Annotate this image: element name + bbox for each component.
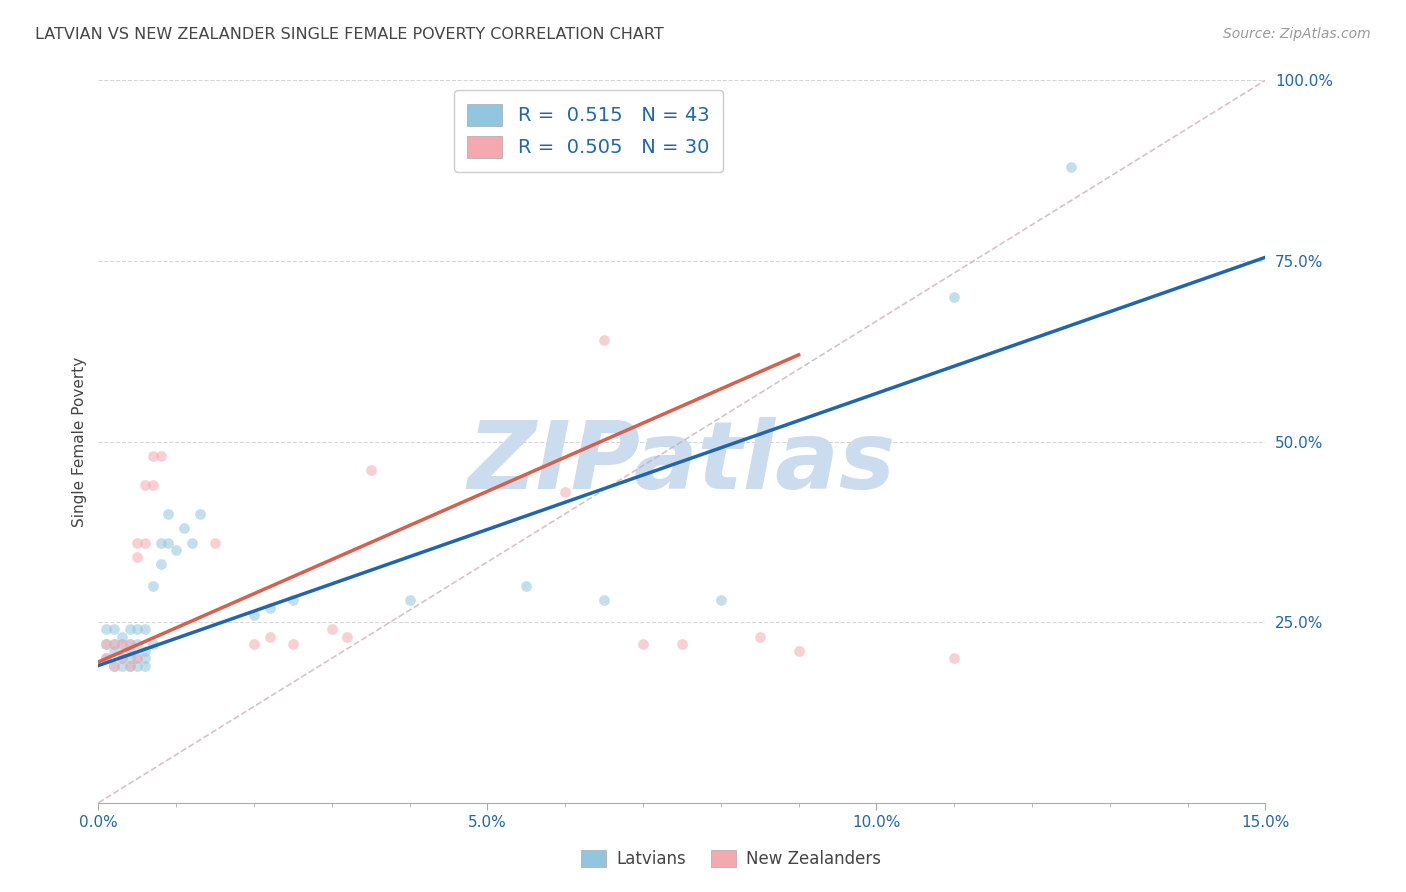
- Point: [103, 658, 125, 673]
- Point: [142, 478, 165, 492]
- Point: [111, 658, 134, 673]
- Point: [127, 535, 149, 549]
- Point: [943, 651, 966, 665]
- Point: [157, 507, 180, 521]
- Point: [118, 658, 141, 673]
- Point: [134, 644, 156, 658]
- Point: [134, 535, 156, 549]
- Point: [111, 651, 134, 665]
- Point: [118, 644, 141, 658]
- Point: [134, 478, 156, 492]
- Point: [127, 651, 149, 665]
- Text: ZIPatlas: ZIPatlas: [468, 417, 896, 509]
- Point: [96, 651, 118, 665]
- Point: [111, 637, 134, 651]
- Point: [118, 623, 141, 637]
- Point: [103, 658, 125, 673]
- Point: [111, 651, 134, 665]
- Text: Source: ZipAtlas.com: Source: ZipAtlas.com: [1223, 27, 1371, 41]
- Point: [118, 637, 141, 651]
- Point: [96, 637, 118, 651]
- Point: [96, 651, 118, 665]
- Point: [710, 593, 733, 607]
- Point: [127, 623, 149, 637]
- Point: [631, 637, 654, 651]
- Point: [111, 637, 134, 651]
- Point: [127, 651, 149, 665]
- Point: [149, 558, 172, 572]
- Point: [118, 658, 141, 673]
- Point: [671, 637, 693, 651]
- Point: [127, 550, 149, 565]
- Point: [149, 449, 172, 463]
- Point: [118, 651, 141, 665]
- Legend: Latvians, New Zealanders: Latvians, New Zealanders: [575, 843, 887, 875]
- Point: [259, 630, 281, 644]
- Point: [243, 607, 266, 622]
- Point: [157, 535, 180, 549]
- Point: [593, 334, 616, 348]
- Point: [281, 593, 304, 607]
- Point: [281, 637, 304, 651]
- Point: [204, 535, 226, 549]
- Point: [787, 644, 810, 658]
- Legend: R =  0.515   N = 43, R =  0.505   N = 30: R = 0.515 N = 43, R = 0.505 N = 30: [454, 90, 723, 172]
- Point: [165, 542, 187, 557]
- Point: [142, 579, 165, 593]
- Point: [943, 290, 966, 304]
- Point: [259, 600, 281, 615]
- Point: [103, 637, 125, 651]
- Point: [118, 637, 141, 651]
- Point: [188, 507, 211, 521]
- Point: [398, 593, 420, 607]
- Y-axis label: Single Female Poverty: Single Female Poverty: [72, 357, 87, 526]
- Point: [96, 623, 118, 637]
- Point: [127, 658, 149, 673]
- Point: [134, 623, 156, 637]
- Text: LATVIAN VS NEW ZEALANDER SINGLE FEMALE POVERTY CORRELATION CHART: LATVIAN VS NEW ZEALANDER SINGLE FEMALE P…: [35, 27, 664, 42]
- Point: [1060, 160, 1083, 174]
- Point: [515, 579, 537, 593]
- Point: [593, 593, 616, 607]
- Point: [142, 449, 165, 463]
- Point: [103, 623, 125, 637]
- Point: [134, 651, 156, 665]
- Point: [127, 637, 149, 651]
- Point: [142, 637, 165, 651]
- Point: [103, 644, 125, 658]
- Point: [103, 637, 125, 651]
- Point: [111, 630, 134, 644]
- Point: [748, 630, 770, 644]
- Point: [96, 637, 118, 651]
- Point: [321, 623, 343, 637]
- Point: [173, 521, 195, 535]
- Point: [336, 630, 359, 644]
- Point: [360, 463, 382, 477]
- Point: [134, 658, 156, 673]
- Point: [554, 485, 576, 500]
- Point: [180, 535, 202, 549]
- Point: [243, 637, 266, 651]
- Point: [149, 535, 172, 549]
